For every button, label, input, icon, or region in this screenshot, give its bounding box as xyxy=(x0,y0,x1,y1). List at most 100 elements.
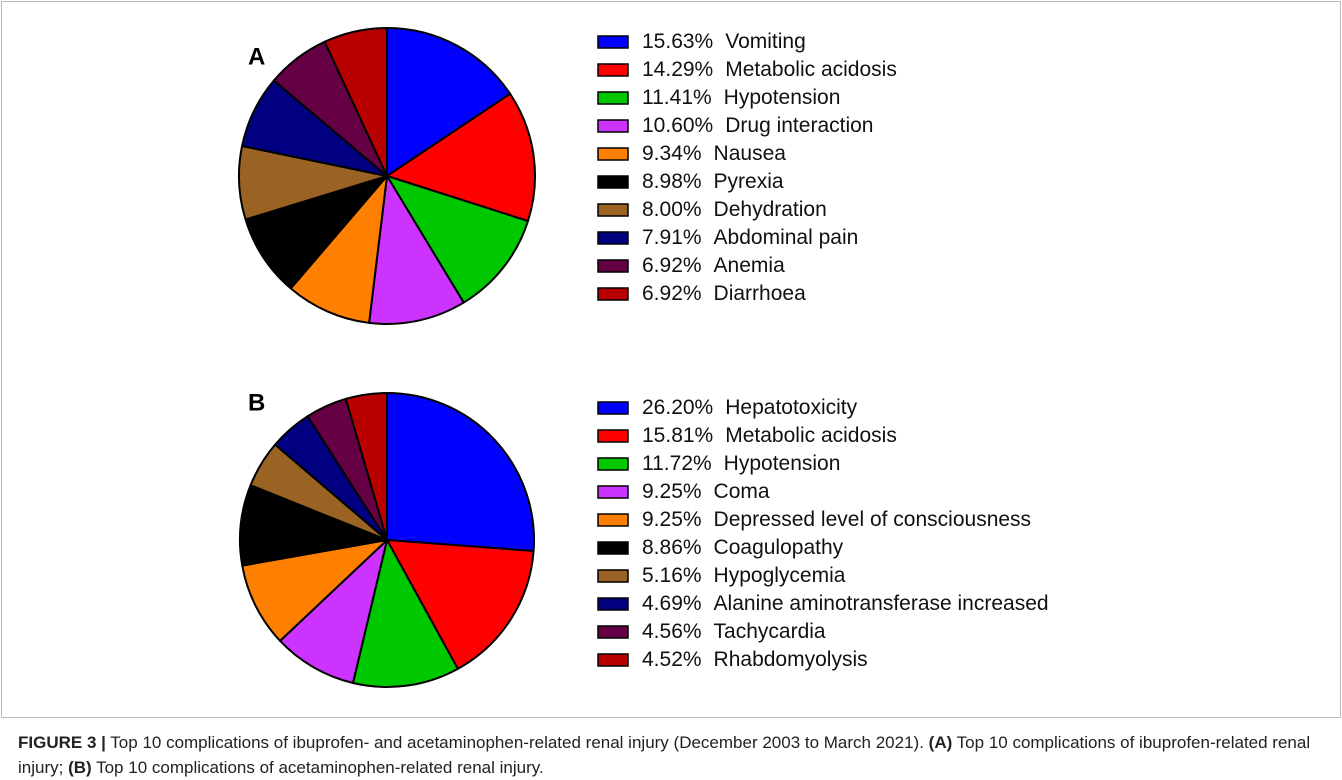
legend-swatch xyxy=(597,35,629,49)
legend-label: Dehydration xyxy=(714,198,827,221)
legend-swatch xyxy=(597,91,629,105)
pie-slice xyxy=(386,175,529,304)
caption-text: Top 10 complications of ibuprofen-relate… xyxy=(18,733,1315,777)
legend-percent: 6.92% xyxy=(642,282,702,305)
legend-entry: 14.29% Metabolic acidosis xyxy=(642,58,897,81)
figure-frame xyxy=(1,1,1341,718)
pie-slice xyxy=(386,539,535,670)
caption: FIGURE 3 | Top 10 complications of ibupr… xyxy=(18,730,1318,780)
caption-text: Top 10 complications of acetaminophen-re… xyxy=(91,758,544,777)
legend-entry: 8.86% Coagulopathy xyxy=(642,536,844,559)
legend-swatch xyxy=(597,119,629,133)
pie-slice xyxy=(323,27,388,177)
legend-percent: 26.20% xyxy=(642,396,713,419)
pie-slice xyxy=(279,539,388,685)
legend-percent: 9.25% xyxy=(642,508,702,531)
legend-percent: 15.63% xyxy=(642,30,713,53)
legend-percent: 14.29% xyxy=(642,58,713,81)
legend-swatch xyxy=(597,653,629,667)
legend-entry: 4.69% Alanine aminotransferase increased xyxy=(642,592,1049,615)
legend-swatch xyxy=(597,287,629,301)
legend-entry: 9.25% Depressed level of consciousness xyxy=(642,508,1031,531)
legend-percent: 6.92% xyxy=(642,254,702,277)
legend-swatch xyxy=(597,569,629,583)
caption-bold: (A) xyxy=(928,733,953,752)
legend-entry: 9.25% Coma xyxy=(642,480,770,503)
legend-swatch xyxy=(597,625,629,639)
pie-slice xyxy=(386,92,536,223)
legend-label: Hypotension xyxy=(724,86,841,109)
legend-swatch xyxy=(597,485,629,499)
pie-slice xyxy=(386,27,512,177)
legend-swatch xyxy=(597,457,629,471)
legend-label: Drug interaction xyxy=(725,114,873,137)
legend-swatch xyxy=(597,231,629,245)
legend-label: Hypotension xyxy=(724,452,841,475)
legend-label: Metabolic acidosis xyxy=(725,58,897,81)
legend-swatch xyxy=(597,147,629,161)
legend-swatch xyxy=(597,175,629,189)
legend-entry: 4.56% Tachycardia xyxy=(642,620,826,643)
legend-percent: 4.56% xyxy=(642,620,702,643)
pie-slice xyxy=(244,175,388,290)
legend-label: Coagulopathy xyxy=(714,536,844,559)
legend-entry: 11.72% Hypotension xyxy=(642,452,840,475)
legend-entry: 6.92% Diarrhoea xyxy=(642,282,806,305)
legend-entry: 5.16% Hypoglycemia xyxy=(642,564,846,587)
legend-percent: 4.69% xyxy=(642,592,702,615)
legend-entry: 8.00% Dehydration xyxy=(642,198,827,221)
legend-entry: 26.20% Hepatotoxicity xyxy=(642,396,858,419)
legend-label: Rhabdomyolysis xyxy=(714,648,868,671)
pie-slice xyxy=(289,175,388,324)
pie-slice xyxy=(241,539,388,642)
caption-bold: FIGURE 3 | xyxy=(18,733,106,752)
caption-text: Top 10 complications of ibuprofen- and a… xyxy=(105,733,929,752)
legend-entry: 7.91% Abdominal pain xyxy=(642,226,858,249)
legend-percent: 8.98% xyxy=(642,170,702,193)
legend-entry: 15.81% Metabolic acidosis xyxy=(642,424,897,447)
legend-label: Coma xyxy=(714,480,770,503)
legend-percent: 11.72% xyxy=(642,452,712,475)
legend-percent: 9.25% xyxy=(642,480,702,503)
legend-label: Depressed level of consciousness xyxy=(714,508,1032,531)
legend-percent: 11.41% xyxy=(642,86,712,109)
legend-percent: 15.81% xyxy=(642,424,713,447)
legend-entry: 11.41% Hypotension xyxy=(642,86,840,109)
caption-bold: (B) xyxy=(68,758,92,777)
legend-entry: 6.92% Anemia xyxy=(642,254,785,277)
legend-percent: 9.34% xyxy=(642,142,702,165)
legend-swatch xyxy=(597,541,629,555)
legend-swatch xyxy=(597,401,629,415)
legend-entry: 9.34% Nausea xyxy=(642,142,786,165)
panel-label: B xyxy=(248,389,265,416)
legend-percent: 5.16% xyxy=(642,564,702,587)
pie-slice xyxy=(344,392,388,541)
legend-label: Tachycardia xyxy=(714,620,826,643)
legend-label: Pyrexia xyxy=(714,170,784,193)
legend-percent: 10.60% xyxy=(642,114,713,137)
legend-entry: 10.60% Drug interaction xyxy=(642,114,873,137)
legend-entry: 15.63% Vomiting xyxy=(642,30,806,53)
pie-slice xyxy=(368,175,465,325)
legend-percent: 8.86% xyxy=(642,536,702,559)
legend-swatch xyxy=(597,203,629,217)
panel-label: A xyxy=(248,43,265,70)
legend-entry: 4.52% Rhabdomyolysis xyxy=(642,648,868,671)
legend-percent: 8.00% xyxy=(642,198,702,221)
legend-percent: 4.52% xyxy=(642,648,702,671)
legend-label: Hypoglycemia xyxy=(714,564,846,587)
pie-slice xyxy=(239,484,388,567)
legend-label: Anemia xyxy=(714,254,786,277)
legend-swatch xyxy=(597,597,629,611)
legend-label: Diarrhoea xyxy=(714,282,807,305)
pie-slice xyxy=(386,392,535,553)
legend-label: Metabolic acidosis xyxy=(725,424,897,447)
legend-label: Hepatotoxicity xyxy=(725,396,857,419)
legend-swatch xyxy=(597,429,629,443)
legend-label: Nausea xyxy=(714,142,787,165)
legend-entry: 8.98% Pyrexia xyxy=(642,170,784,193)
legend-swatch xyxy=(597,63,629,77)
legend-label: Abdominal pain xyxy=(714,226,859,249)
